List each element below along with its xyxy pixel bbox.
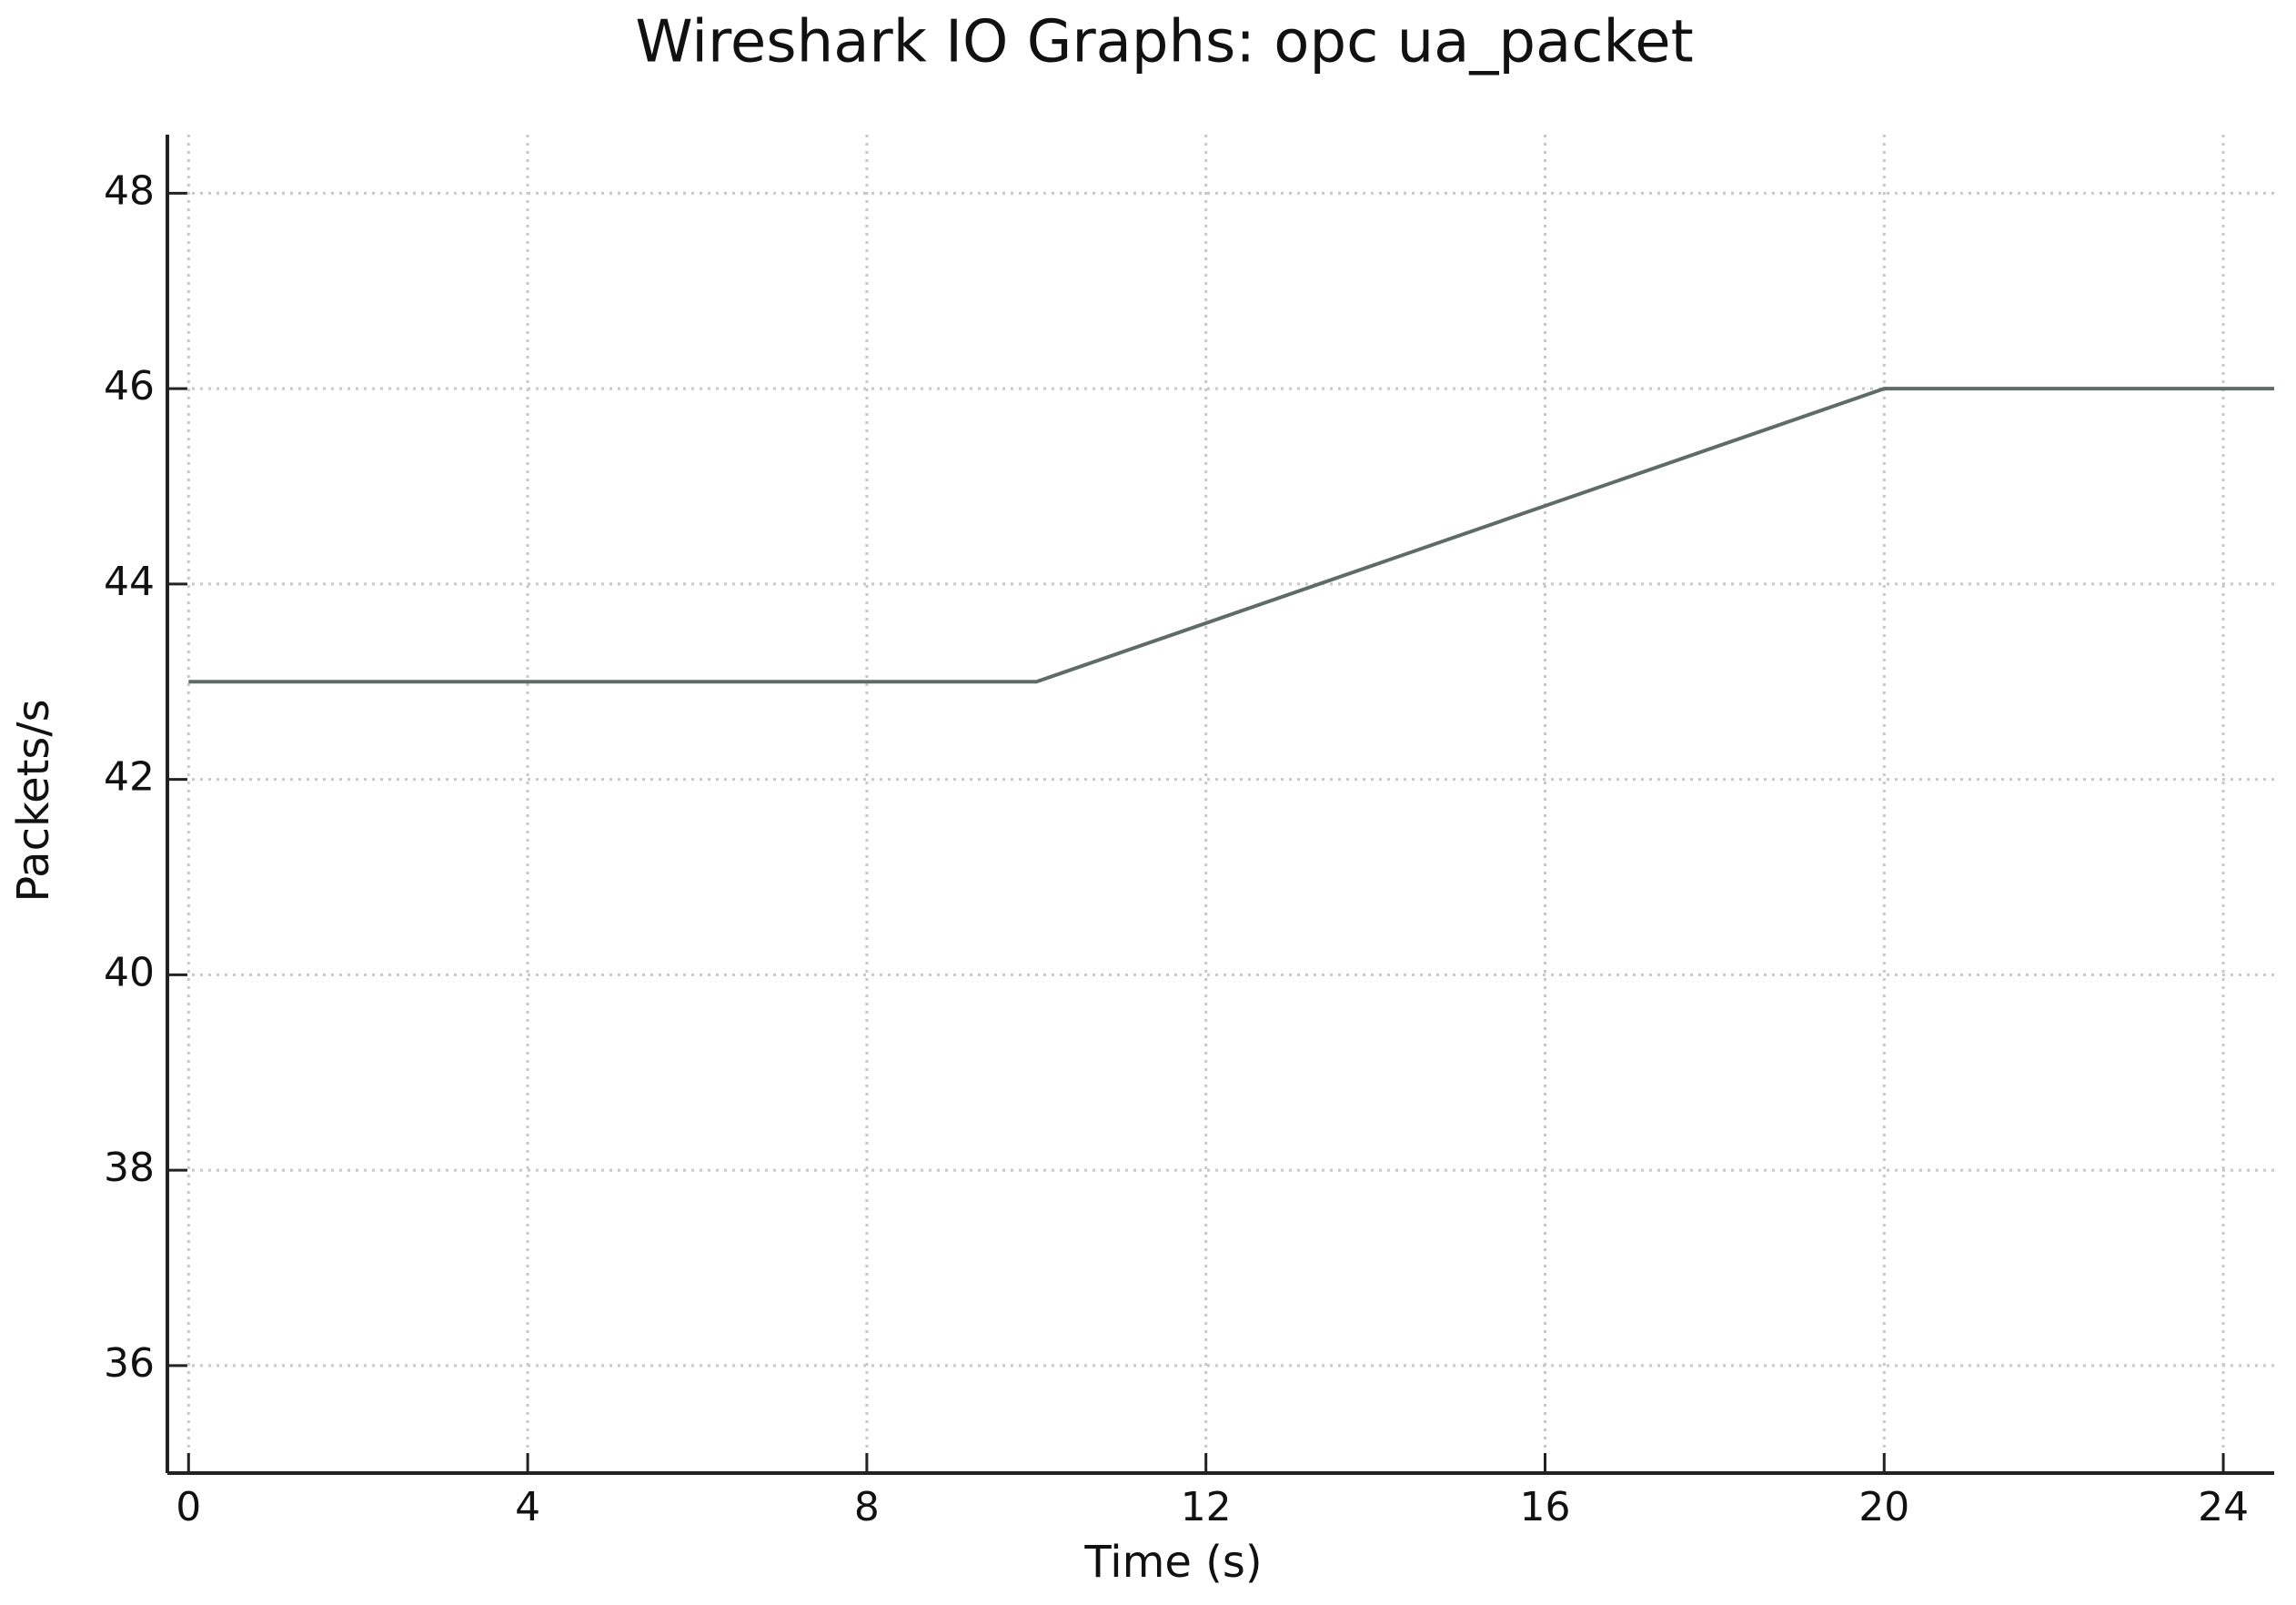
x-tick-label: 8 (854, 1484, 880, 1530)
x-tick-label: 4 (515, 1484, 540, 1530)
x-tick-label: 16 (1519, 1484, 1570, 1530)
y-axis-title: Packets/s (8, 699, 59, 902)
x-tick-label: 0 (176, 1484, 201, 1530)
chart-title: Wireshark IO Graphs: opc ua_packet (635, 9, 1693, 76)
y-tick-label: 40 (104, 949, 155, 995)
y-tick-label: 36 (104, 1340, 155, 1387)
x-tick-label: 24 (2198, 1484, 2249, 1530)
x-tick-label: 12 (1181, 1484, 1232, 1530)
y-tick-label: 46 (104, 363, 155, 409)
y-tick-label: 42 (104, 754, 155, 801)
x-axis-title: Time (s) (1083, 1537, 1262, 1588)
x-tick-label: 20 (1858, 1484, 1909, 1530)
y-tick-label: 38 (104, 1145, 155, 1191)
y-tick-label: 48 (104, 167, 155, 214)
y-tick-label: 44 (104, 559, 155, 605)
data-line (188, 387, 2274, 684)
